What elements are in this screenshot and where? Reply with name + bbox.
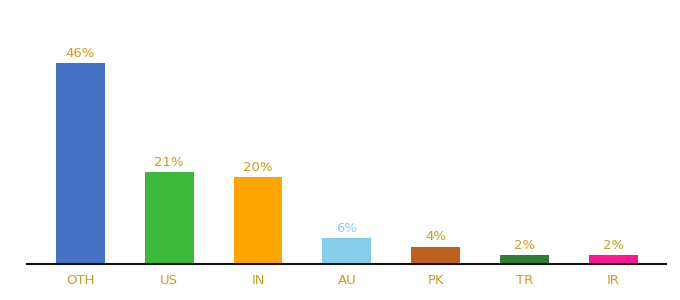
Text: 6%: 6% xyxy=(337,222,357,235)
Bar xyxy=(589,255,638,264)
Bar xyxy=(411,247,460,264)
Text: 2%: 2% xyxy=(514,239,535,252)
Bar xyxy=(56,63,105,264)
Bar xyxy=(234,177,282,264)
Text: 46%: 46% xyxy=(66,47,95,60)
Bar xyxy=(322,238,371,264)
Text: 2%: 2% xyxy=(602,239,624,252)
Text: 20%: 20% xyxy=(243,161,273,174)
Bar xyxy=(500,255,549,264)
Text: 4%: 4% xyxy=(425,230,446,244)
Text: 21%: 21% xyxy=(154,156,184,169)
Bar xyxy=(145,172,194,264)
